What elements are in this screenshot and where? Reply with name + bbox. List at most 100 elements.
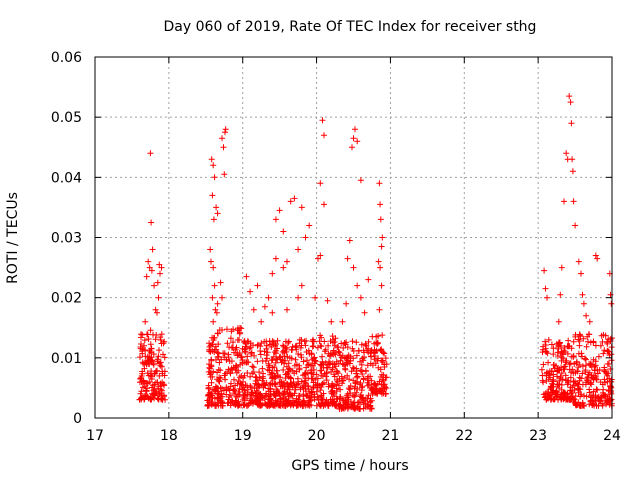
data-point [568, 390, 575, 397]
data-point [284, 353, 291, 360]
data-point [372, 360, 379, 367]
data-point [148, 267, 155, 274]
data-point [371, 340, 378, 347]
data-point [551, 396, 558, 403]
data-point [578, 270, 584, 277]
data-point [354, 404, 361, 411]
data-point [298, 204, 305, 211]
data-point [293, 361, 300, 368]
data-point [313, 371, 320, 378]
data-point [576, 331, 583, 338]
data-point [241, 387, 248, 394]
data-point [328, 318, 335, 325]
data-point [230, 387, 237, 394]
data-point [222, 376, 229, 383]
data-point [362, 400, 369, 407]
data-point [350, 135, 357, 142]
data-point [378, 282, 385, 289]
data-point [240, 384, 247, 391]
data-point [295, 398, 302, 405]
data-point [336, 349, 343, 356]
data-point [572, 222, 579, 229]
data-point [240, 378, 246, 385]
data-point [243, 273, 250, 280]
data-point [587, 339, 594, 346]
data-point [209, 192, 216, 199]
data-point [295, 380, 302, 387]
data-point [217, 400, 224, 407]
data-point [150, 382, 156, 389]
tick-labels: 17 18 19 20 21 22 23 24 0 0.01 0.02 0.03 0.04 0.05 0.0… [51, 50, 621, 444]
data-point [364, 403, 371, 410]
data-point [248, 350, 254, 357]
data-point [346, 360, 353, 367]
data-point [339, 318, 346, 325]
data-point [206, 348, 213, 355]
data-point [217, 279, 224, 286]
data-point [594, 370, 601, 377]
data-point [312, 294, 319, 301]
data-point [221, 350, 228, 357]
data-point [579, 363, 586, 370]
data-point [263, 352, 270, 359]
data-point [554, 381, 561, 388]
data-point [318, 343, 325, 350]
data-point [154, 379, 161, 386]
data-point [254, 282, 261, 289]
data-point [586, 386, 593, 393]
data-point [230, 339, 236, 346]
data-point [226, 358, 233, 365]
data-point [294, 381, 301, 388]
data-point [293, 368, 300, 375]
data-point [226, 393, 233, 400]
data-point [546, 368, 553, 375]
data-point [149, 246, 156, 253]
data-point [570, 338, 577, 345]
data-point [568, 353, 575, 360]
data-point [572, 400, 579, 406]
data-point [371, 346, 378, 353]
data-point [276, 390, 283, 397]
data-point [572, 393, 579, 399]
data-point [602, 393, 609, 400]
data-point [248, 392, 255, 399]
data-point [230, 364, 237, 371]
data-point [214, 349, 221, 356]
data-point [272, 381, 279, 388]
data-point [161, 372, 168, 379]
data-point [352, 392, 359, 399]
data-point [308, 350, 315, 357]
data-point [205, 368, 212, 375]
data-point [321, 338, 328, 345]
data-point [331, 393, 337, 400]
data-point [216, 327, 223, 333]
data-point [310, 343, 317, 349]
data-point [257, 348, 264, 354]
data-point [340, 345, 347, 351]
data-point [283, 344, 290, 351]
data-point [279, 348, 286, 355]
data-point [138, 334, 144, 341]
data-point [151, 282, 158, 289]
data-point [253, 374, 260, 381]
data-point [220, 144, 227, 151]
data-point [272, 255, 279, 262]
data-point [582, 381, 589, 388]
data-point [347, 383, 354, 389]
data-point [317, 252, 324, 259]
data-point [550, 345, 557, 352]
data-point [255, 382, 262, 389]
data-point [558, 370, 565, 377]
data-point [376, 306, 383, 313]
data-point [228, 328, 235, 335]
data-point [205, 384, 212, 391]
data-point [208, 392, 215, 399]
data-point [571, 396, 578, 403]
x-tick-label: 24 [603, 428, 621, 444]
data-point [377, 216, 384, 223]
data-point [547, 396, 554, 403]
data-point [346, 386, 353, 393]
data-point [263, 342, 270, 349]
data-point [148, 368, 155, 375]
data-point [377, 388, 384, 394]
